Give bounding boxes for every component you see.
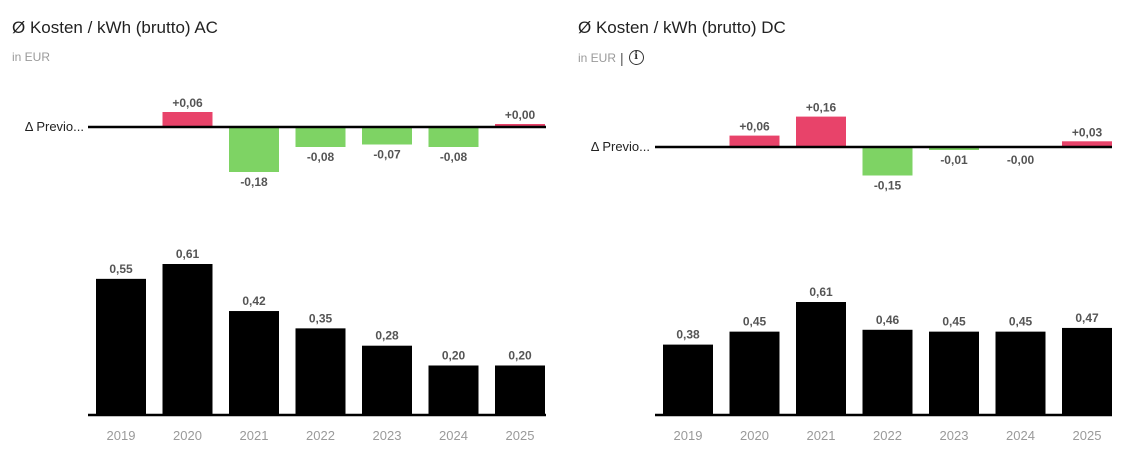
chart-unit-subtitle: in EUR | i <box>578 50 644 65</box>
delta-bar-2024 <box>428 127 479 147</box>
bar-value-label-2023: 0,45 <box>942 315 966 329</box>
x-tick-label-2023: 2023 <box>940 428 969 443</box>
bar-2022 <box>295 328 346 415</box>
delta-bar-2025 <box>1062 141 1112 147</box>
bar-2025 <box>495 365 545 415</box>
bar-value-label-2023: 0,28 <box>375 329 399 343</box>
chart-unit-subtitle: in EUR <box>12 50 50 64</box>
delta-label-2022: -0,15 <box>874 179 902 193</box>
chart-canvas: Δ Previo... +0,06 -0,18 -0,08 -0,07 -0,08 +0,0… <box>25 96 546 443</box>
delta-label-2021: +0,16 <box>806 101 837 115</box>
bar-2019 <box>96 278 146 415</box>
x-tick-label-2021: 2021 <box>807 428 836 443</box>
delta-label-2023: -0,07 <box>373 148 401 162</box>
bar-2022 <box>862 329 913 415</box>
x-tick-label-2024: 2024 <box>439 428 468 443</box>
bar-value-label-2025: 0,20 <box>508 348 532 362</box>
delta-bar-2021 <box>229 127 279 172</box>
info-icon[interactable]: i <box>628 50 644 65</box>
delta-label-2020: +0,06 <box>172 96 203 110</box>
bar-value-label-2020: 0,45 <box>743 315 767 329</box>
bar-value-label-2021: 0,42 <box>242 294 266 308</box>
x-tick-label-2023: 2023 <box>373 428 402 443</box>
unit-label: in EUR <box>12 50 51 64</box>
x-tick-label-2021: 2021 <box>240 428 269 443</box>
bar-value-label-2020: 0,61 <box>176 247 200 261</box>
bar-value-label-2019: 0,38 <box>676 328 700 342</box>
bar-2021 <box>229 311 279 415</box>
separator: | <box>620 49 624 66</box>
delta-bar-2025 <box>495 124 545 127</box>
x-tick-label-2020: 2020 <box>740 428 769 443</box>
delta-label-2022: -0,08 <box>307 150 335 164</box>
bar-2024 <box>995 331 1046 415</box>
chart-panel-ac: Ø Kosten / kWh (brutto) AC in EUR Δ Prev… <box>0 0 560 454</box>
bar-2020 <box>729 331 780 415</box>
bar-value-label-2022: 0,35 <box>309 311 333 325</box>
chart-title: Ø Kosten / kWh (brutto) AC <box>12 18 218 37</box>
x-tick-label-2022: 2022 <box>306 428 335 443</box>
chart-title: Ø Kosten / kWh (brutto) DC <box>578 18 786 37</box>
bar-value-label-2021: 0,61 <box>809 285 833 299</box>
delta-label-2025: +0,00 <box>505 108 536 122</box>
delta-label-2025: +0,03 <box>1072 125 1103 139</box>
delta-bar-2023 <box>362 127 412 145</box>
delta-bar-2022 <box>862 147 913 176</box>
delta-label-2023: -0,01 <box>940 153 968 167</box>
bar-2019 <box>663 344 713 415</box>
x-tick-label-2020: 2020 <box>173 428 202 443</box>
bar-2021 <box>796 302 846 415</box>
delta-label-2024: -0,08 <box>440 150 468 164</box>
bar-2023 <box>929 331 979 415</box>
delta-bar-2021 <box>796 116 846 147</box>
bar-2023 <box>362 345 412 415</box>
chart-panel-dc: Ø Kosten / kWh (brutto) DC in EUR | i Δ … <box>566 0 1140 454</box>
delta-axis-label: Δ Previo... <box>25 119 84 134</box>
bar-2025 <box>1062 327 1112 415</box>
x-tick-label-2022: 2022 <box>873 428 902 443</box>
delta-bar-2022 <box>295 127 346 147</box>
delta-bar-2023 <box>929 147 979 150</box>
delta-label-2021: -0,18 <box>240 175 268 189</box>
bar-value-label-2024: 0,45 <box>1009 315 1033 329</box>
bar-2020 <box>162 264 213 415</box>
delta-label-2020: +0,06 <box>739 120 770 134</box>
delta-label-2024: -0,00 <box>1007 153 1035 167</box>
x-tick-label-2024: 2024 <box>1006 428 1035 443</box>
chart-canvas: Δ Previo... +0,06 +0,16 -0,15 -0,01 -0,00 +0,0… <box>591 101 1112 443</box>
bar-value-label-2025: 0,47 <box>1075 311 1099 325</box>
unit-label: in EUR <box>578 50 617 65</box>
bar-value-label-2024: 0,20 <box>442 348 466 362</box>
delta-axis-label: Δ Previo... <box>591 139 650 154</box>
bar-value-label-2019: 0,55 <box>109 262 133 276</box>
x-tick-label-2019: 2019 <box>674 428 703 443</box>
delta-bar-2020 <box>729 135 780 147</box>
x-tick-label-2019: 2019 <box>107 428 136 443</box>
x-tick-label-2025: 2025 <box>1073 428 1102 443</box>
bar-value-label-2022: 0,46 <box>876 313 900 327</box>
delta-bar-2020 <box>162 112 213 127</box>
x-tick-label-2025: 2025 <box>506 428 535 443</box>
bar-2024 <box>428 365 479 415</box>
